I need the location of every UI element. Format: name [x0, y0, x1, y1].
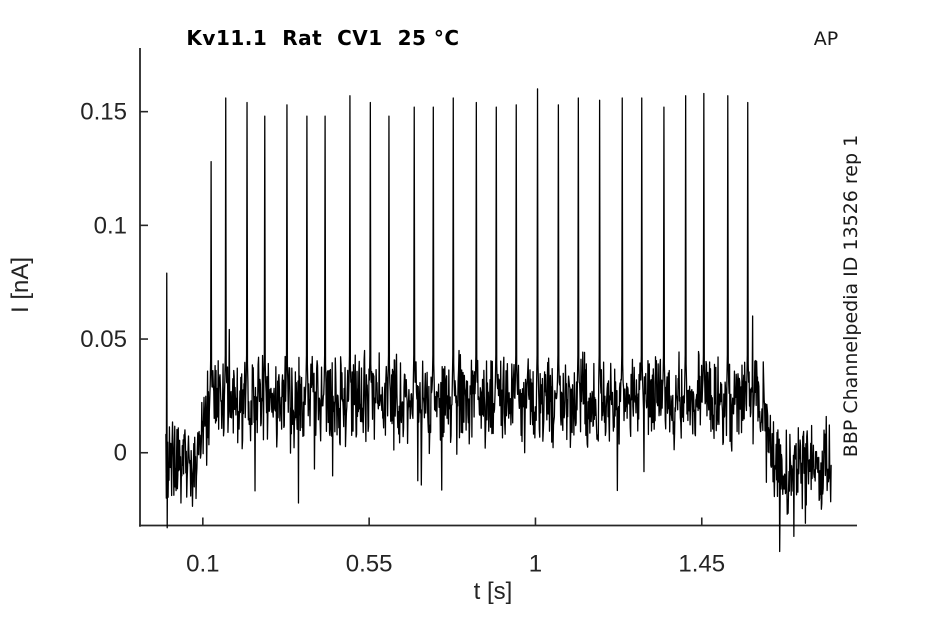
- axes: [139, 48, 857, 527]
- x-tick-label: 0.55: [346, 551, 393, 578]
- chart-title: Kv11.1 Rat CV1 25 °C: [186, 26, 460, 50]
- x-tick-label: 1.45: [678, 551, 725, 578]
- tick-labels: 0.1 0.55 1 1.45 0 0.05 0.1 0.15: [80, 99, 725, 578]
- y-tick-label: 0.15: [80, 99, 127, 126]
- x-tick-label: 1: [529, 551, 542, 578]
- x-tick-label: 0.1: [186, 551, 219, 578]
- y-axis-label: I [nA]: [7, 256, 34, 314]
- x-axis-label: t [s]: [473, 578, 513, 605]
- current-trace: [165, 88, 832, 553]
- y-tick-label: 0.1: [94, 212, 127, 239]
- protocol-label: AP: [813, 28, 839, 50]
- source-attribution-label: BBP Channelpedia ID 13526 rep 1: [840, 134, 862, 458]
- axis-ticks: [140, 110, 703, 526]
- y-tick-label: 0: [114, 440, 127, 467]
- y-tick-label: 0.05: [80, 326, 127, 353]
